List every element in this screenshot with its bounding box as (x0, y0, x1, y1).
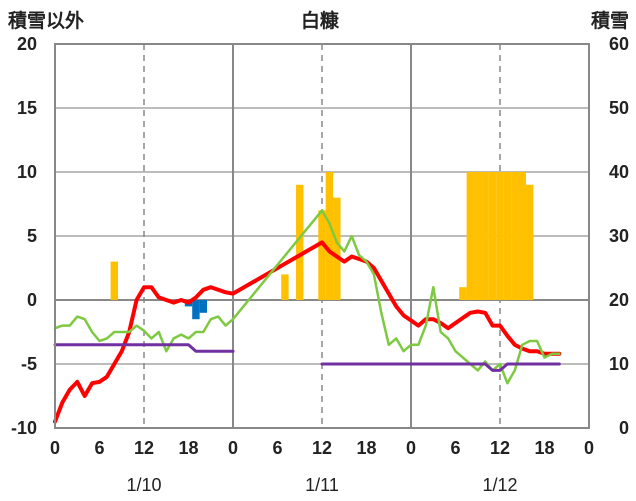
y-right-tick-label: 10 (609, 354, 629, 374)
series-line-1 (53, 240, 562, 424)
y-left-tick-label: 5 (27, 226, 37, 246)
y-left-tick-label: 15 (17, 98, 37, 118)
y-right-tick-label: 20 (609, 290, 629, 310)
x-tick-label: 0 (584, 438, 594, 458)
y-left-tick-label: 20 (17, 34, 37, 54)
x-tick-label: 12 (134, 438, 154, 458)
snowfall-bar (281, 274, 289, 300)
y-right-tick-label: 40 (609, 162, 629, 182)
right-axis-label: 積雪 (591, 9, 629, 32)
day-label: 1/11 (305, 475, 339, 495)
x-tick-label: 18 (178, 438, 198, 458)
left-axis-label: 積雪以外 (8, 9, 84, 32)
y-left-tick-label: -10 (11, 418, 37, 438)
snowfall-bar (474, 172, 482, 300)
snowfall-bar (496, 172, 504, 300)
series-line-3 (53, 343, 235, 353)
y-left-tick-label: 0 (27, 290, 37, 310)
snowfall-bar (296, 184, 304, 300)
day-label: 1/10 (126, 475, 161, 495)
x-tick-label: 12 (490, 438, 510, 458)
x-tick-label: 18 (534, 438, 554, 458)
snow-depth-change-bar (192, 300, 200, 320)
x-tick-label: 0 (228, 438, 238, 458)
snowfall-bar (488, 172, 497, 300)
snowfall-bar (518, 172, 526, 300)
y-left-tick-label: -5 (21, 354, 37, 374)
series-lines (53, 209, 562, 424)
snowfall-bar (481, 172, 489, 300)
snowfall-bar (466, 172, 475, 300)
chart-title: 白糠 (301, 9, 340, 32)
snowfall-bar (110, 261, 119, 300)
x-tick-label: 6 (272, 438, 282, 458)
snowfall-bar (511, 172, 519, 300)
x-tick-label: 18 (356, 438, 376, 458)
series-line-4 (320, 362, 561, 372)
x-tick-label: 0 (406, 438, 416, 458)
snow-bars (110, 172, 534, 320)
snowfall-bar (325, 172, 334, 300)
x-tick-label: 6 (450, 438, 460, 458)
snowfall-bar (333, 197, 341, 300)
y-right-tick-label: 0 (619, 418, 629, 438)
snow-depth-change-bar (199, 300, 208, 313)
x-tick-label: 12 (312, 438, 332, 458)
snowfall-bar (318, 210, 326, 300)
day-label: 1/12 (482, 475, 517, 495)
x-tick-label: 6 (94, 438, 104, 458)
snowfall-bar (503, 172, 512, 300)
snowfall-bar (525, 184, 534, 300)
y-right-tick-label: 30 (609, 226, 629, 246)
snowfall-bar (459, 287, 467, 300)
y-right-tick-label: 50 (609, 98, 629, 118)
plot-frame (54, 43, 590, 429)
x-tick-label: 0 (50, 438, 60, 458)
y-right-tick-label: 60 (609, 34, 629, 54)
y-left-tick-label: 10 (17, 162, 37, 182)
